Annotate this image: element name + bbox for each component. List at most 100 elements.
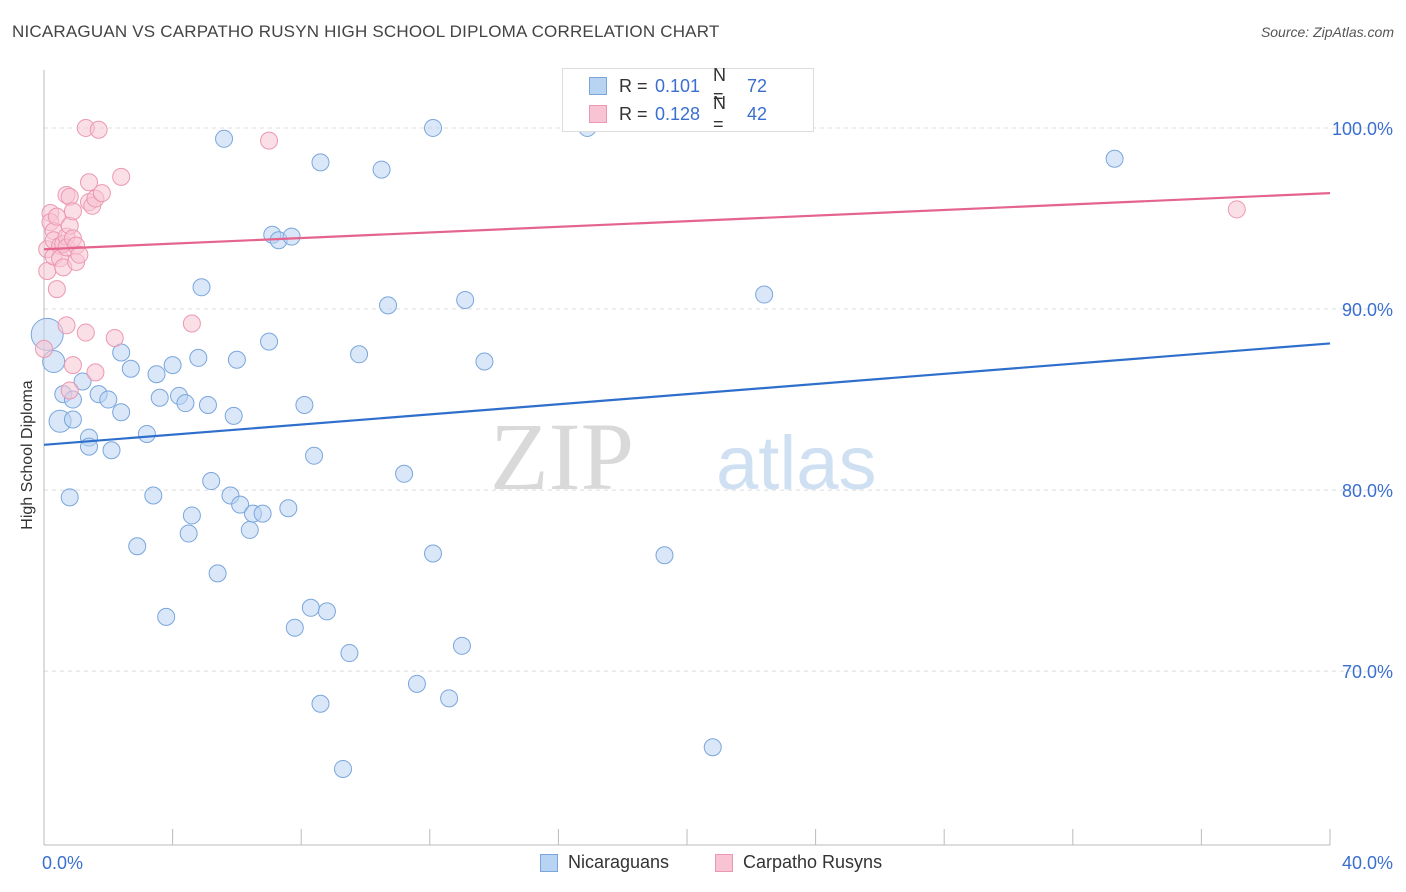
point-nicaraguans — [424, 544, 443, 563]
source-label: Source: ZipAtlas.com — [1260, 24, 1394, 40]
point-nicaraguans — [202, 472, 221, 491]
point-carpatho-rusyns — [92, 184, 111, 203]
point-nicaraguans — [301, 598, 320, 617]
point-carpatho-rusyns — [70, 245, 89, 264]
legend-n-label: N = — [713, 93, 726, 134]
point-nicaraguans — [440, 689, 459, 708]
bottom-legend-swatch-nicaraguans — [540, 853, 558, 872]
point-carpatho-rusyns — [86, 363, 105, 382]
point-nicaraguans — [311, 153, 330, 172]
point-nicaraguans — [73, 372, 92, 391]
y-tick-label: 100.0% — [1332, 119, 1393, 139]
stats-legend: R = 0.101 N = 72 R = 0.128 N = 42 — [562, 65, 814, 134]
point-carpatho-rusyns — [260, 131, 279, 150]
point-carpatho-rusyns — [112, 167, 131, 186]
trend-line-nicaraguans — [43, 342, 1331, 446]
point-nicaraguans — [1105, 149, 1124, 168]
point-nicaraguans — [240, 520, 259, 539]
point-nicaraguans — [128, 537, 147, 556]
point-nicaraguans — [285, 618, 304, 637]
point-nicaraguans — [99, 390, 118, 409]
point-nicaraguans — [176, 394, 195, 413]
legend-swatch-nicaraguans — [589, 77, 607, 95]
point-nicaraguans — [279, 499, 298, 518]
point-nicaraguans — [260, 332, 279, 351]
point-nicaraguans — [163, 356, 182, 375]
point-nicaraguans — [121, 359, 140, 378]
x-tick-label-max: 40.0% — [1342, 853, 1393, 873]
watermark-zip: ZIP — [490, 403, 634, 510]
legend-n-value: 72 — [747, 75, 768, 96]
axes — [43, 70, 1331, 846]
legend-n-value: 42 — [747, 103, 768, 124]
point-carpatho-rusyns — [60, 381, 79, 400]
y-tick-label: 70.0% — [1342, 662, 1393, 682]
point-nicaraguans — [182, 506, 201, 525]
point-nicaraguans — [424, 118, 443, 137]
watermark-atlas: atlas — [716, 421, 877, 506]
point-nicaraguans — [215, 129, 234, 148]
point-carpatho-rusyns — [80, 173, 99, 192]
point-nicaraguans — [452, 636, 471, 655]
point-nicaraguans — [395, 464, 414, 483]
point-carpatho-rusyns — [47, 207, 66, 226]
point-nicaraguans — [755, 285, 774, 304]
grid-lines — [44, 127, 1380, 672]
trend-lines — [43, 192, 1331, 446]
point-nicaraguans — [340, 644, 359, 663]
point-carpatho-rusyns — [47, 280, 66, 299]
bottom-legend-carpatho-rusyns: Carpatho Rusyns — [715, 852, 882, 873]
point-nicaraguans — [456, 290, 475, 309]
y-tick-label: 90.0% — [1342, 300, 1393, 320]
point-nicaraguans — [703, 738, 722, 757]
bottom-legend-label: Nicaraguans — [568, 852, 670, 872]
point-nicaraguans — [192, 278, 211, 297]
legend-row-carpatho-rusyns: R = 0.128 N = 42 — [589, 93, 768, 134]
point-carpatho-rusyns — [76, 323, 95, 342]
legend-r-label: R = — [619, 75, 648, 96]
legend-r-value: 0.128 — [655, 103, 701, 124]
point-nicaraguans — [305, 446, 324, 465]
point-nicaraguans — [60, 488, 79, 507]
point-nicaraguans — [208, 564, 227, 583]
point-nicaraguans — [150, 388, 169, 407]
point-nicaraguans — [63, 410, 82, 429]
point-nicaraguans — [231, 495, 250, 514]
point-nicaraguans — [379, 296, 398, 315]
point-carpatho-rusyns — [1227, 200, 1246, 219]
legend-r-value: 0.101 — [655, 75, 701, 96]
point-carpatho-rusyns — [63, 202, 82, 221]
bottom-legend-swatch-carpatho-rusyns — [715, 853, 733, 872]
watermark: ZIP atlas — [490, 403, 877, 510]
legend-r-label: R = — [619, 103, 648, 124]
point-nicaraguans — [333, 759, 352, 778]
legend-row-nicaraguans: R = 0.101 N = 72 — [589, 65, 768, 106]
point-nicaraguans — [295, 395, 314, 414]
point-nicaraguans — [227, 350, 246, 369]
chart-title: NICARAGUAN VS CARPATHO RUSYN HIGH SCHOOL… — [12, 22, 720, 41]
x-tick-label-min: 0.0% — [42, 853, 83, 873]
point-nicaraguans — [112, 403, 131, 422]
point-nicaraguans — [147, 365, 166, 384]
point-carpatho-rusyns — [105, 328, 124, 347]
trend-line-carpatho-rusyns — [43, 192, 1331, 251]
legend-swatch-carpatho-rusyns — [589, 105, 607, 123]
point-nicaraguans — [179, 524, 198, 543]
point-nicaraguans — [311, 694, 330, 713]
point-nicaraguans — [317, 602, 336, 621]
point-carpatho-rusyns — [182, 314, 201, 333]
point-nicaraguans — [157, 607, 176, 626]
point-nicaraguans — [198, 395, 217, 414]
point-nicaraguans — [282, 227, 301, 246]
data-points — [30, 118, 1246, 778]
tick-labels: 70.0% 80.0% 90.0% 100.0% 0.0% 40.0% — [42, 119, 1393, 873]
point-nicaraguans — [372, 160, 391, 179]
point-nicaraguans — [144, 486, 163, 505]
point-nicaraguans — [102, 441, 121, 460]
point-nicaraguans — [475, 352, 494, 371]
point-carpatho-rusyns — [89, 120, 108, 139]
point-nicaraguans — [253, 504, 272, 523]
point-nicaraguans — [189, 348, 208, 367]
y-tick-label: 80.0% — [1342, 481, 1393, 501]
